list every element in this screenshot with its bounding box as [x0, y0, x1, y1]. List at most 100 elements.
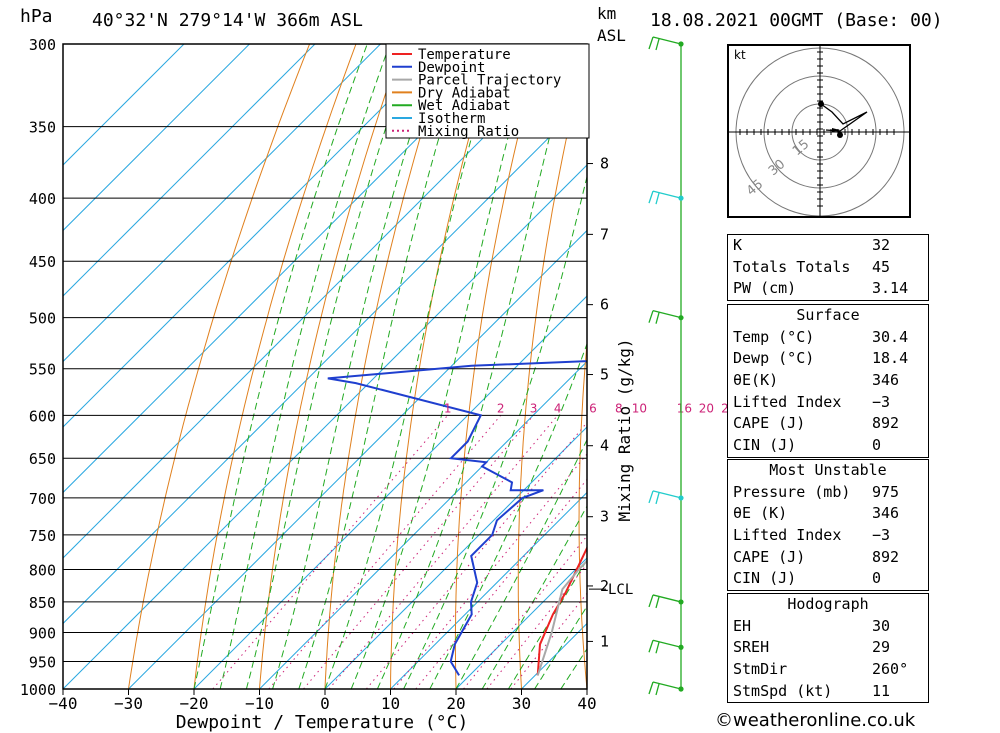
isotherm-line: [128, 229, 587, 689]
most-unstable-title: Most Unstable: [769, 461, 887, 479]
mixing-ratio-label: 10: [632, 401, 647, 415]
hodograph-table: Hodograph EH 30 SREH 29 StmDir 260° StmSpd …: [727, 593, 929, 704]
x-tick-label: −10: [245, 694, 274, 713]
mixing-ratio-label: 4: [554, 401, 562, 415]
ring-label-45: 45: [744, 177, 766, 199]
x-tick-label: 40: [577, 694, 596, 713]
wet-adiabat-line: [534, 605, 587, 689]
pressure-tick-label: 700: [29, 490, 56, 508]
x-tick-label: −40: [49, 694, 78, 713]
dry-adiabat-line: [695, 44, 727, 689]
km-tick-label: 3: [600, 508, 609, 526]
pressure-tick-label: 750: [29, 527, 56, 545]
pressure-tick-label: 300: [29, 36, 56, 54]
legend-label: Wet Adiabat: [418, 98, 511, 114]
hodograph-point: [818, 101, 824, 107]
legend-label: Parcel Trajectory: [418, 73, 561, 89]
isotherm-line: [63, 44, 185, 166]
legend-label: Dewpoint: [418, 60, 485, 76]
mixing-ratio-line: [415, 478, 587, 689]
pressure-tick-label: 600: [29, 407, 56, 425]
asl-unit: ASL: [597, 26, 626, 45]
mixing-ratio-line: [303, 415, 534, 689]
isotherm-line: [259, 360, 587, 689]
storm-motion-point: [837, 132, 843, 138]
wet-adiabat-line: [403, 174, 587, 689]
wet-adiabat-line: [455, 438, 587, 689]
series-dewpoint-line: [327, 360, 587, 676]
pressure-tick-label: 950: [29, 654, 56, 672]
mixing-ratio-label: 8: [615, 401, 623, 415]
surface-table: Surface Temp (°C) 30.4 Dewp (°C) 18.4 θE(K…: [727, 304, 929, 458]
hodograph-ticks: [739, 51, 895, 207]
storm-motion-arrow: [832, 128, 840, 132]
wind-barb: [648, 310, 682, 324]
isotherm-line: [324, 426, 587, 689]
wind-barb: [648, 681, 682, 696]
pressure-tick-label: 550: [29, 361, 56, 379]
copyright-link[interactable]: ©weatheronline.co.uk: [715, 710, 916, 731]
dry-adiabat-line: [128, 44, 311, 689]
pressure-tick-label: 850: [29, 594, 56, 612]
x-axis-title: Dewpoint / Temperature (°C): [176, 712, 469, 733]
pressure-tick-label: 500: [29, 310, 56, 328]
wet-adiabat-line: [193, 44, 368, 689]
wind-barb: [648, 36, 682, 51]
km-tick-label: 6: [600, 296, 609, 314]
pressure-tick-label: 1000: [20, 681, 56, 699]
pressure-tick-label: 350: [29, 119, 56, 137]
x-tick-label: 30: [512, 694, 531, 713]
legend-label: Dry Adiabat: [418, 85, 511, 101]
location-title: 40°32'N 279°14'W 366m ASL: [92, 10, 363, 31]
surface-title: Surface: [796, 306, 860, 324]
mixing-ratio-label: 16: [677, 401, 692, 415]
wet-adiabat-line: [350, 44, 534, 689]
km-tick-label: 5: [600, 366, 609, 384]
wind-barb: [648, 190, 682, 205]
wind-barb: [648, 490, 682, 505]
pressure-tick-label: 650: [29, 450, 56, 468]
legend-label: Temperature: [418, 47, 511, 63]
plot-frame: [62, 43, 588, 690]
isotherm-line: [63, 44, 381, 363]
mixing-ratio-label: 2: [497, 401, 505, 415]
isotherm-line: [63, 44, 250, 232]
mixing-ratio-label: 1: [444, 401, 452, 415]
datetime-title: 18.08.2021 00GMT (Base: 00): [650, 10, 943, 31]
wind-barb: [648, 594, 682, 609]
isotherm-line: [390, 491, 587, 689]
km-tick-label: 1: [600, 632, 609, 650]
mixing-ratio-line: [328, 415, 559, 689]
x-tick-label: −30: [114, 694, 143, 713]
km-tick-label: 2: [600, 577, 609, 595]
km-tick-label: 4: [600, 437, 609, 455]
indices-table: K 32 Totals Totals 45 PW (cm) 3.14: [727, 234, 929, 302]
x-tick-label: 10: [381, 694, 400, 713]
most-unstable-table: Most Unstable Pressure (mb) 975 θE (K) 346…: [727, 459, 929, 592]
hodograph-trace: [820, 103, 868, 132]
wind-barb: [648, 639, 682, 654]
hodograph-title: Hodograph: [787, 595, 869, 613]
legend-label: Isotherm: [418, 111, 485, 127]
isotherm-line: [63, 44, 316, 297]
wet-adiabat-line: [324, 44, 499, 689]
isotherm-line: [63, 44, 512, 494]
series-parcel-trajectory-line: [536, 559, 587, 676]
isotherm-line: [455, 557, 587, 689]
pressure-tick-label: 900: [29, 625, 56, 643]
wet-adiabat-line: [298, 44, 468, 689]
x-tick-label: 20: [446, 694, 465, 713]
dry-adiabat-line: [324, 44, 450, 689]
series-temperature-line: [536, 545, 587, 676]
dry-adiabat-line: [638, 44, 681, 689]
axes-layer: 1234681016202530035040045050055060065070…: [20, 36, 737, 713]
wind-level-marker: [678, 644, 684, 650]
mixing-ratio-line: [365, 421, 587, 689]
mixing-ratio-line: [393, 453, 587, 689]
mixing-ratio-label: 20: [699, 401, 714, 415]
mixing-ratio-label: 3: [530, 401, 538, 415]
hodograph-unit: kt: [734, 48, 746, 62]
x-tick-label: 0: [320, 694, 330, 713]
legend-label: Mixing Ratio: [418, 124, 519, 140]
